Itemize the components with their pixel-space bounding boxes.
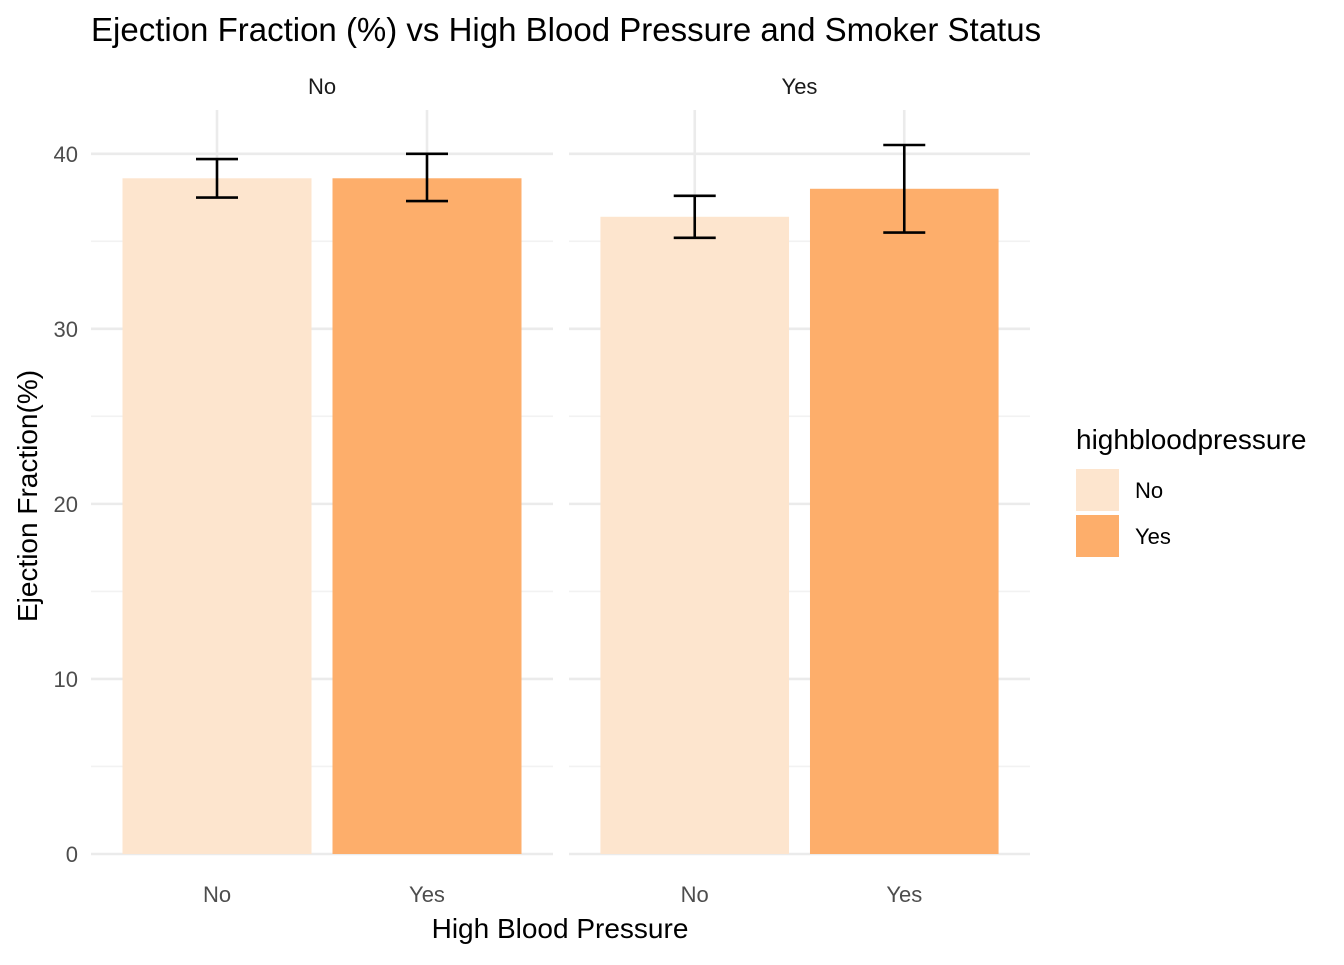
legend-item-no: No [1076, 469, 1163, 511]
legend: highbloodpressure No Yes [1076, 424, 1306, 557]
legend-key [1076, 515, 1119, 557]
x-tick-label: No [203, 882, 231, 907]
y-tick-label: 40 [54, 142, 78, 167]
y-tick-label: 30 [54, 317, 78, 342]
y-axis-ticks: 0 10 20 30 40 [54, 142, 78, 867]
legend-title: highbloodpressure [1076, 424, 1306, 455]
legend-key [1076, 469, 1119, 511]
y-tick-label: 10 [54, 667, 78, 692]
x-axis-title: High Blood Pressure [432, 913, 689, 944]
facet-panel-yes: No Yes Yes [569, 74, 1030, 907]
facet-strip-label: Yes [782, 74, 818, 99]
y-tick-label: 0 [66, 842, 78, 867]
bar [332, 178, 522, 854]
y-tick-label: 20 [54, 492, 78, 517]
error-bar [406, 152, 448, 203]
error-bar [673, 194, 716, 240]
bar [600, 216, 790, 854]
chart-title: Ejection Fraction (%) vs High Blood Pres… [91, 11, 1041, 48]
facet-strip-label: No [308, 74, 336, 99]
legend-items: No Yes [1076, 469, 1171, 557]
y-axis-title: Ejection Fraction(%) [12, 370, 43, 622]
x-tick-label: Yes [886, 882, 922, 907]
facet-panel-no: No Yes No [91, 74, 553, 907]
bar [122, 178, 312, 854]
legend-label: No [1135, 478, 1163, 503]
error-bar [883, 143, 926, 234]
x-tick-label: No [681, 882, 709, 907]
facet-panels: No Yes No No Yes Yes 0 10 20 30 40 [54, 74, 1030, 907]
error-bar [196, 157, 238, 199]
x-tick-label: Yes [409, 882, 445, 907]
bar [809, 188, 999, 854]
legend-label: Yes [1135, 524, 1171, 549]
legend-item-yes: Yes [1076, 515, 1171, 557]
